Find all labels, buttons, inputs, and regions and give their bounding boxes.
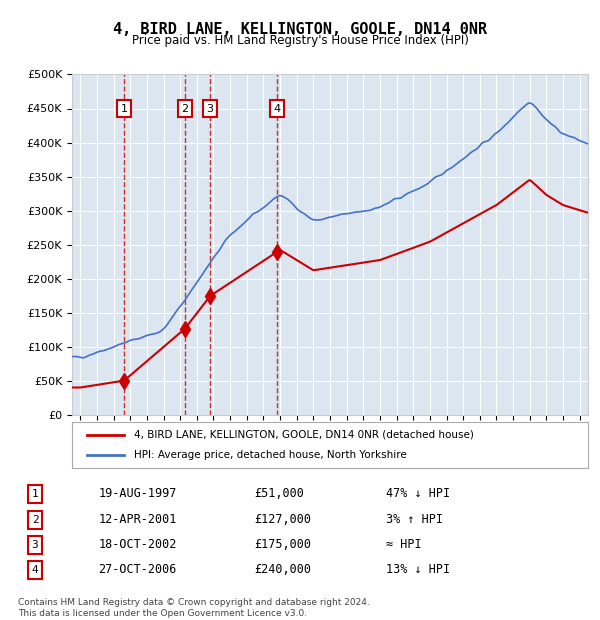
Text: £127,000: £127,000 [254, 513, 311, 526]
Text: 13% ↓ HPI: 13% ↓ HPI [386, 564, 451, 576]
Text: £240,000: £240,000 [254, 564, 311, 576]
Text: 2: 2 [181, 104, 188, 113]
Text: 2: 2 [32, 515, 38, 525]
Text: 19-AUG-1997: 19-AUG-1997 [98, 487, 177, 500]
Text: 3: 3 [32, 540, 38, 550]
Text: £175,000: £175,000 [254, 538, 311, 551]
Text: 4: 4 [32, 565, 38, 575]
Text: 47% ↓ HPI: 47% ↓ HPI [386, 487, 451, 500]
Text: 1: 1 [121, 104, 128, 113]
Text: Contains HM Land Registry data © Crown copyright and database right 2024.
This d: Contains HM Land Registry data © Crown c… [18, 598, 370, 618]
Text: Price paid vs. HM Land Registry's House Price Index (HPI): Price paid vs. HM Land Registry's House … [131, 34, 469, 47]
Text: 4, BIRD LANE, KELLINGTON, GOOLE, DN14 0NR (detached house): 4, BIRD LANE, KELLINGTON, GOOLE, DN14 0N… [134, 430, 474, 440]
Text: 4, BIRD LANE, KELLINGTON, GOOLE, DN14 0NR: 4, BIRD LANE, KELLINGTON, GOOLE, DN14 0N… [113, 22, 487, 37]
Text: HPI: Average price, detached house, North Yorkshire: HPI: Average price, detached house, Nort… [134, 450, 407, 460]
Text: £51,000: £51,000 [254, 487, 304, 500]
Text: 3% ↑ HPI: 3% ↑ HPI [386, 513, 443, 526]
Text: 1: 1 [32, 489, 38, 499]
Text: 27-OCT-2006: 27-OCT-2006 [98, 564, 177, 576]
Text: ≈ HPI: ≈ HPI [386, 538, 422, 551]
Text: 4: 4 [274, 104, 281, 113]
Text: 12-APR-2001: 12-APR-2001 [98, 513, 177, 526]
Text: 18-OCT-2002: 18-OCT-2002 [98, 538, 177, 551]
Text: 3: 3 [206, 104, 214, 113]
